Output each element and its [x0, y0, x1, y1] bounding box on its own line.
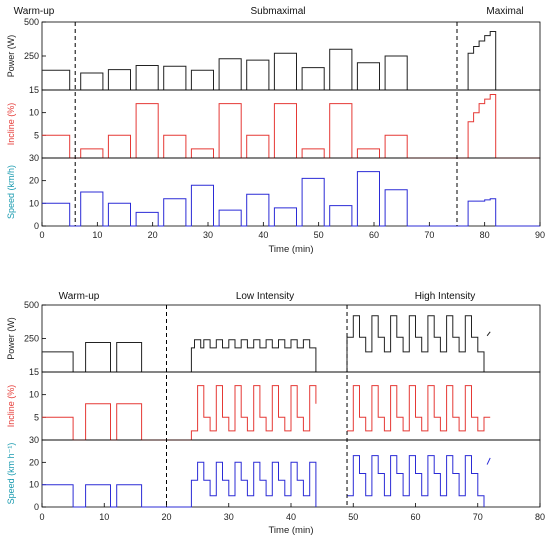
series-line	[273, 52, 297, 90]
x-tick-label: 20	[148, 230, 158, 240]
x-tick-label: 60	[410, 512, 420, 522]
chart-2: Warm-up Low Intensity High Intensity250500…	[6, 291, 545, 536]
panel-power: 250 500 Power (W)	[6, 300, 541, 373]
y-tick-label: 20	[29, 176, 39, 186]
x-tick-label: 80	[535, 512, 545, 522]
series-line	[41, 69, 71, 90]
panel-incline: 5 10 15 Incline (%)	[6, 367, 541, 441]
x-tick-label: 50	[314, 230, 324, 240]
series-line	[42, 94, 540, 159]
series-line	[85, 342, 111, 372]
series-line	[467, 31, 497, 90]
series-line	[163, 65, 187, 90]
series-line	[486, 457, 491, 465]
series-line	[135, 65, 159, 90]
series-line	[107, 69, 131, 90]
x-tick-label: 50	[348, 512, 358, 522]
y-axis-title: Power (W)	[6, 35, 16, 78]
y-tick-label: 500	[24, 17, 39, 27]
series-line	[329, 48, 353, 90]
y-tick-label: 15	[29, 367, 39, 377]
y-tick-label: 10	[29, 108, 39, 118]
panel-incline: 5 10 15 Incline (%)	[6, 85, 541, 159]
panel-frame	[41, 157, 541, 227]
x-tick-label: 70	[473, 512, 483, 522]
y-axis-title: Incline (%)	[6, 103, 16, 146]
series-line	[190, 339, 317, 372]
y-tick-label: 0	[34, 221, 39, 231]
phase-label: Warm-up	[59, 291, 100, 302]
y-tick-label: 10	[29, 390, 39, 400]
series-line	[116, 342, 143, 372]
phase-label: Submaximal	[250, 6, 305, 17]
x-tick-label: 40	[286, 512, 296, 522]
series-line	[301, 67, 325, 90]
series-line	[384, 55, 408, 90]
panel-frame	[41, 21, 541, 91]
y-tick-label: 500	[24, 300, 39, 310]
series-line	[42, 461, 317, 508]
series-line	[42, 171, 540, 227]
x-axis-title: Time (min)	[268, 244, 313, 255]
y-tick-label: 30	[29, 153, 39, 163]
y-tick-label: 10	[29, 480, 39, 490]
phase-label: Warm-up	[14, 6, 55, 17]
y-tick-label: 10	[29, 198, 39, 208]
y-tick-label: 250	[24, 51, 39, 61]
y-axis-title: Power (W)	[6, 317, 16, 360]
x-tick-label: 0	[39, 230, 44, 240]
panel-speed: 0 10 20 30 Speed (km h⁻¹)	[6, 435, 541, 512]
series-line	[218, 58, 242, 90]
series-line	[190, 69, 214, 90]
phase-label: Maximal	[486, 6, 523, 17]
x-tick-label: 80	[480, 230, 490, 240]
panel-speed: 0 10 20 30 Speed (km/h)	[6, 153, 541, 231]
x-tick-label: 0	[39, 512, 44, 522]
x-tick-label: 70	[424, 230, 434, 240]
x-tick-label: 10	[92, 230, 102, 240]
y-tick-label: 20	[29, 457, 39, 467]
y-tick-label: 15	[29, 85, 39, 95]
panel-frame	[41, 89, 541, 159]
y-tick-label: 5	[34, 130, 39, 140]
phase-label: Low Intensity	[236, 291, 294, 302]
series-line	[246, 59, 270, 90]
x-tick-label: 90	[535, 230, 545, 240]
x-tick-label: 30	[203, 230, 213, 240]
series-line	[80, 72, 104, 90]
y-axis-title: Incline (%)	[6, 385, 16, 428]
y-tick-label: 0	[34, 502, 39, 512]
x-tick-label: 60	[369, 230, 379, 240]
x-tick-label: 30	[224, 512, 234, 522]
series-line	[356, 62, 380, 90]
series-line	[347, 455, 485, 507]
y-tick-label: 30	[29, 435, 39, 445]
series-line	[41, 351, 74, 372]
series-line	[346, 315, 485, 372]
x-tick-label: 10	[99, 512, 109, 522]
series-line	[42, 385, 317, 441]
x-tick-label: 40	[258, 230, 268, 240]
y-axis-title: Speed (km h⁻¹)	[6, 443, 16, 505]
y-axis-title: Speed (km/h)	[6, 165, 16, 219]
x-axis-title: Time (min)	[268, 525, 313, 536]
phase-label: High Intensity	[415, 291, 476, 302]
series-line	[486, 331, 491, 337]
y-tick-label: 250	[24, 334, 39, 344]
series-line	[347, 385, 491, 432]
x-tick-label: 20	[161, 512, 171, 522]
panel-power: 250 500 Power (W)	[6, 17, 541, 91]
y-tick-label: 5	[34, 412, 39, 422]
